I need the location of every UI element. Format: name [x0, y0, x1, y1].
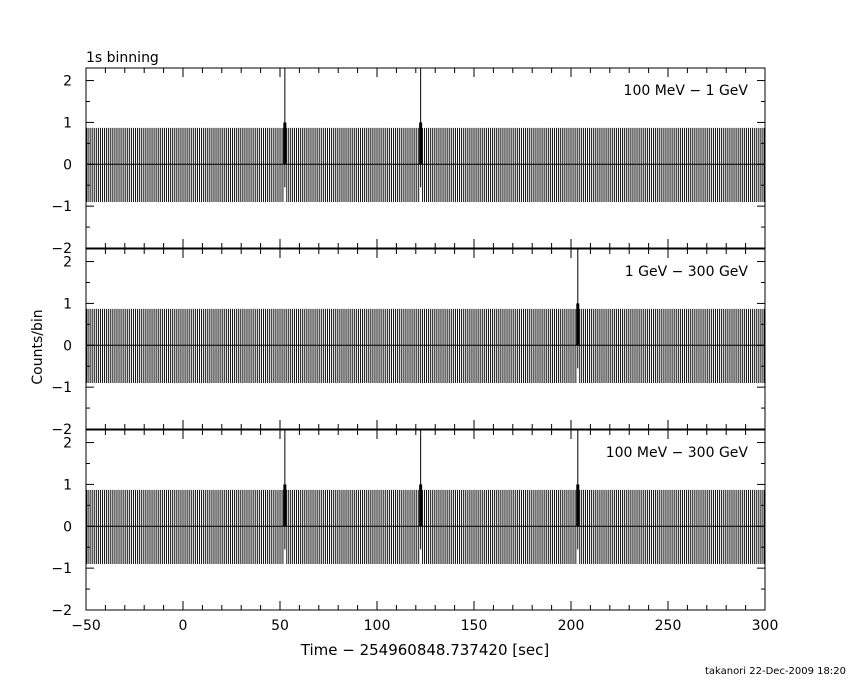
footer-credit: takanori 22-Dec-2009 18:20	[705, 666, 846, 677]
x-tick-label: 150	[461, 618, 488, 634]
y-tick-label: −1	[51, 380, 72, 396]
energy-band-label: 1 GeV − 300 GeV	[625, 264, 749, 280]
energy-band-label: 100 MeV − 300 GeV	[606, 445, 749, 461]
y-tick-label: −1	[51, 199, 72, 215]
y-tick-label: 0	[63, 157, 72, 173]
x-tick-label: 0	[179, 618, 188, 634]
y-tick-label: −2	[51, 422, 72, 438]
panel-frame	[85, 429, 766, 611]
panel-2: −2 −1 0 1 2 1 GeV − 300 GeV	[51, 248, 766, 438]
error-bars-comb	[86, 308, 765, 383]
x-tick-label: 200	[558, 618, 585, 634]
y-axis-label: Counts/bin	[30, 309, 46, 384]
y-tick-label: 2	[63, 255, 72, 271]
y-tick-label: 1	[63, 477, 72, 493]
y-tick-label: −2	[51, 603, 72, 619]
y-tick-label: 1	[63, 296, 72, 312]
x-axis-label: Time − 254960848.737420 [sec]	[300, 641, 550, 659]
y-tick-label: 2	[63, 436, 72, 452]
y-tick-label: 0	[63, 338, 72, 354]
y-tick-label: 2	[63, 74, 72, 90]
panel-frame	[85, 67, 766, 249]
energy-band-label: 100 MeV − 1 GeV	[624, 83, 749, 99]
error-bars-comb	[86, 127, 765, 202]
binning-title: 1s binning	[86, 50, 159, 66]
x-tick-label: −50	[71, 618, 101, 634]
panel-3: −2 −1 0 1 2 100 MeV − 300 GeV −50 0 50 100 150 200 2…	[51, 429, 779, 634]
y-tick-label: −2	[51, 241, 72, 257]
x-tick-label: 100	[364, 618, 391, 634]
panels-group: −2 −1 0 1 2 100 MeV − 1 GeV −2 −1 0 1 2 1 GeV − 300…	[51, 67, 779, 634]
error-bars-comb	[86, 489, 765, 564]
x-tick-label: 300	[752, 618, 779, 634]
x-tick-label: 250	[655, 618, 682, 634]
panel-1: −2 −1 0 1 2 100 MeV − 1 GeV	[51, 67, 766, 257]
y-tick-label: 1	[63, 115, 72, 131]
y-tick-label: −1	[51, 561, 72, 577]
x-tick-label: 50	[271, 618, 289, 634]
y-tick-label: 0	[63, 519, 72, 535]
panel-frame	[85, 248, 766, 430]
